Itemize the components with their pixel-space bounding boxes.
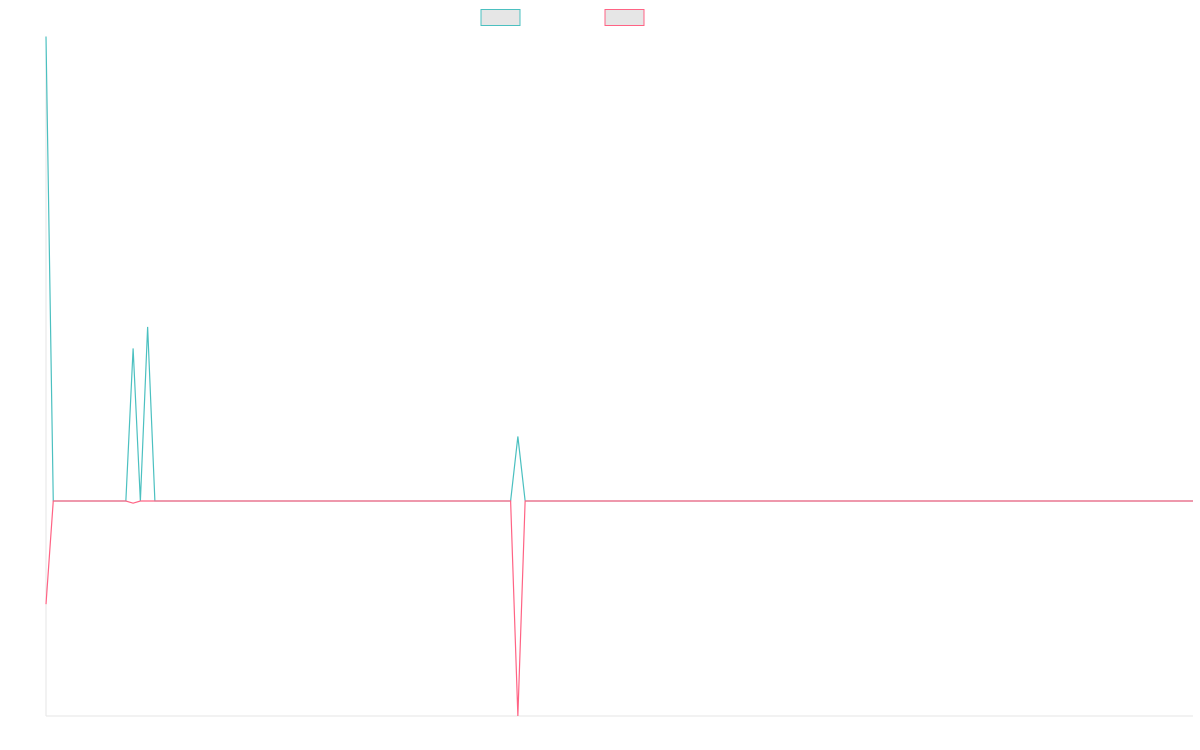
series-group [45, 36, 1193, 717]
series-line-2 [45, 500, 1193, 717]
series-line-1 [45, 36, 1193, 502]
legend-swatch-1[interactable] [480, 9, 521, 26]
axes [45, 36, 1193, 717]
legend [480, 9, 645, 26]
legend-swatch-2[interactable] [604, 9, 645, 26]
